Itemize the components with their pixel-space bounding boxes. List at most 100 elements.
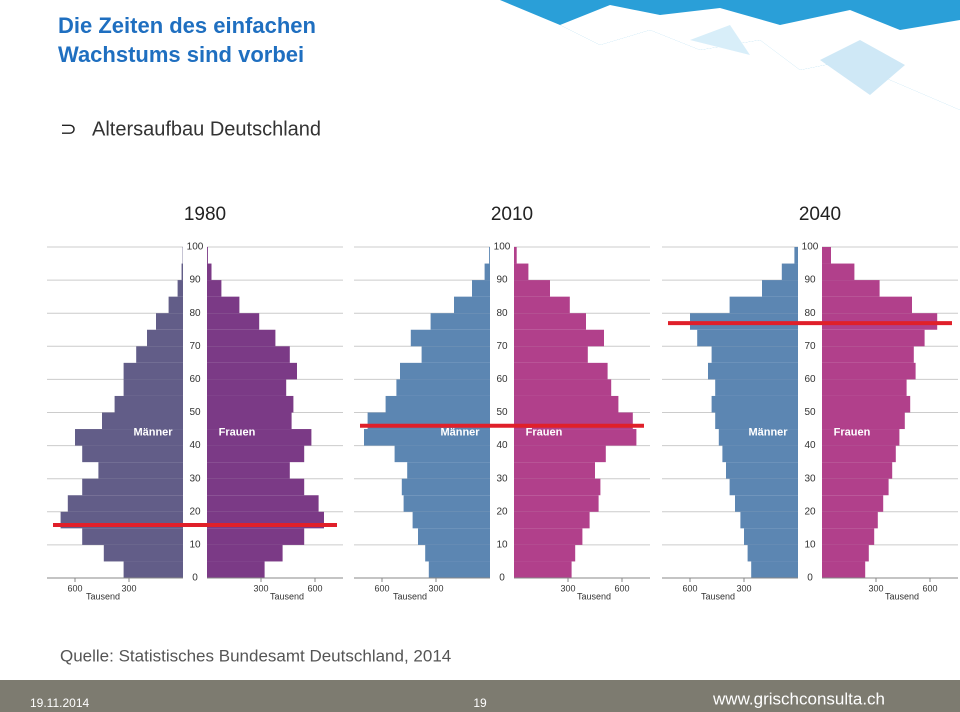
slide-title: Wachstums sind vorbei: [58, 42, 304, 67]
y-tick-label: 20: [496, 506, 508, 517]
bar: [822, 462, 893, 479]
x-tick-label: 600: [374, 583, 389, 593]
y-tick-label: 100: [187, 242, 204, 253]
bar: [410, 329, 490, 347]
bar: [156, 313, 183, 330]
bar: [718, 429, 798, 446]
bar: [794, 247, 798, 264]
x-axis-label: Tausend: [701, 591, 735, 601]
bar: [822, 429, 900, 446]
chart-title: 2040: [799, 204, 841, 225]
bar: [103, 544, 183, 562]
bar: [822, 263, 855, 281]
bar: [822, 544, 869, 562]
bar: [514, 511, 590, 529]
bar: [207, 544, 283, 562]
bar: [697, 329, 798, 347]
bullet-icon: ⊃: [60, 118, 77, 140]
bar: [514, 395, 619, 413]
bar: [207, 528, 305, 545]
legend-label: Frauen: [834, 426, 871, 438]
footer-date: 19.11.2014: [30, 696, 89, 710]
y-tick-label: 90: [189, 275, 201, 286]
y-tick-label: 20: [189, 506, 201, 517]
x-tick-label: 600: [307, 583, 322, 593]
bar: [177, 280, 183, 297]
y-tick-label: 30: [804, 473, 816, 484]
slide-title: Die Zeiten des einfachen: [58, 13, 316, 38]
x-axis-label: Tausend: [577, 591, 611, 601]
bar: [207, 362, 297, 380]
bar: [708, 362, 798, 380]
y-tick-label: 90: [804, 275, 816, 286]
bar: [726, 462, 798, 479]
bar: [82, 528, 183, 545]
bar: [385, 395, 490, 413]
bar: [421, 346, 490, 363]
bar: [123, 561, 183, 578]
bar: [822, 329, 925, 347]
y-tick-label: 80: [804, 308, 816, 319]
y-tick-label: 20: [804, 506, 816, 517]
bar: [207, 313, 260, 330]
chart-title: 2010: [491, 204, 533, 225]
bar: [740, 511, 798, 529]
bar: [735, 495, 798, 512]
x-axis-label: Tausend: [86, 591, 120, 601]
bar: [514, 544, 576, 562]
bar: [207, 346, 290, 363]
legend-label: Männer: [133, 426, 173, 438]
bar: [401, 478, 490, 496]
bar: [822, 296, 912, 314]
bar: [400, 362, 490, 380]
x-axis-label: Tausend: [885, 591, 919, 601]
bar: [207, 561, 265, 578]
x-tick-label: 600: [922, 583, 937, 593]
x-tick-label: 300: [121, 583, 136, 593]
bar: [822, 280, 880, 297]
y-tick-label: 70: [804, 341, 816, 352]
x-tick-label: 600: [682, 583, 697, 593]
bar: [418, 528, 490, 545]
source: Quelle: Statistisches Bundesamt Deutschl…: [60, 646, 451, 665]
bar: [207, 412, 292, 430]
y-tick-label: 70: [496, 341, 508, 352]
y-tick-label: 0: [192, 573, 198, 584]
bar: [514, 478, 601, 496]
footer-bar: [0, 680, 960, 712]
bar: [514, 280, 550, 297]
x-tick-label: 300: [736, 583, 751, 593]
bar: [207, 379, 287, 396]
y-tick-label: 50: [189, 407, 201, 418]
bar: [168, 296, 183, 314]
bar: [428, 561, 490, 578]
bar: [98, 462, 183, 479]
bar: [822, 478, 889, 496]
bar: [425, 544, 490, 562]
y-tick-label: 40: [804, 440, 816, 451]
bar: [514, 379, 612, 396]
bar: [181, 263, 183, 281]
bar: [715, 379, 798, 396]
x-tick-label: 300: [428, 583, 443, 593]
bar: [412, 511, 490, 529]
x-tick-label: 300: [560, 583, 575, 593]
x-tick-label: 600: [614, 583, 629, 593]
bar: [82, 445, 183, 463]
bar: [207, 329, 276, 347]
y-tick-label: 60: [496, 374, 508, 385]
bar: [822, 395, 911, 413]
mountain-decoration: [500, 0, 960, 110]
legend-label: Männer: [440, 426, 480, 438]
y-tick-label: 80: [496, 308, 508, 319]
bar: [514, 263, 529, 281]
bullet-text: Altersaufbau Deutschland: [92, 118, 321, 140]
bar: [75, 429, 183, 446]
y-tick-label: 30: [189, 473, 201, 484]
bar: [454, 296, 490, 314]
legend-label: Männer: [748, 426, 788, 438]
y-tick-label: 0: [807, 573, 813, 584]
bar: [67, 495, 183, 512]
bar: [822, 412, 905, 430]
bar: [407, 462, 490, 479]
